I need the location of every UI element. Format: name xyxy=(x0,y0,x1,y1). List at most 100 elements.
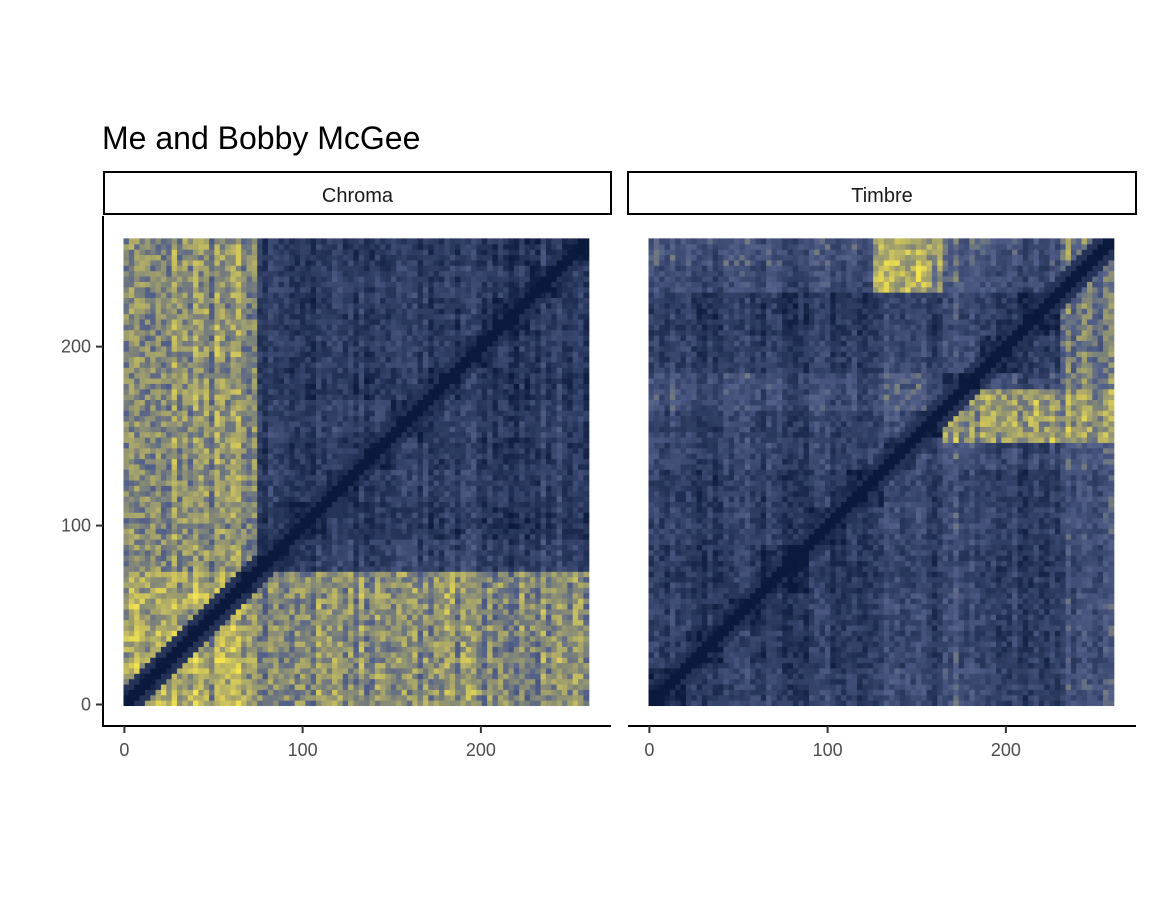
heatmap-cell xyxy=(246,544,253,551)
heatmap-cell xyxy=(476,404,483,411)
heatmap-cell xyxy=(299,667,306,674)
heatmap-cell xyxy=(374,549,381,556)
heatmap-cell xyxy=(503,694,510,701)
heatmap-cell xyxy=(524,560,531,567)
heatmap-cell xyxy=(128,469,135,476)
heatmap-cell xyxy=(519,506,526,513)
heatmap-cell xyxy=(374,673,381,680)
heatmap-cell xyxy=(358,587,365,594)
heatmap-cell xyxy=(561,533,568,540)
heatmap-cell xyxy=(294,522,301,529)
heatmap-cell xyxy=(444,603,451,610)
heatmap-cell xyxy=(241,694,248,701)
heatmap-cell xyxy=(412,512,419,519)
heatmap-cell xyxy=(385,490,392,497)
heatmap-cell xyxy=(481,662,488,669)
heatmap-cell xyxy=(321,420,328,427)
heatmap-cell xyxy=(171,619,178,626)
heatmap-cell xyxy=(428,469,435,476)
heatmap-cell xyxy=(193,576,199,583)
heatmap-cell xyxy=(198,463,205,470)
heatmap-cell xyxy=(321,522,328,529)
heatmap-cell xyxy=(246,587,253,594)
heatmap-cell xyxy=(321,410,328,417)
heatmap-cell xyxy=(150,630,157,637)
heatmap-cell xyxy=(417,689,424,696)
heatmap-cell xyxy=(492,517,499,524)
heatmap-cell xyxy=(257,619,264,626)
heatmap-cell xyxy=(326,437,333,443)
heatmap-cell xyxy=(299,410,306,417)
heatmap-cell xyxy=(128,501,135,508)
heatmap-cell xyxy=(225,657,232,664)
heatmap-cell xyxy=(556,667,563,674)
heatmap-cell xyxy=(176,662,183,669)
heatmap-cell xyxy=(487,549,494,556)
heatmap-cell xyxy=(401,469,408,476)
heatmap-cell xyxy=(278,517,285,524)
heatmap-cell xyxy=(465,544,472,551)
heatmap-cell xyxy=(412,399,419,406)
heatmap-cell xyxy=(214,598,221,605)
heatmap-cell xyxy=(246,635,253,642)
heatmap-cell xyxy=(358,479,365,486)
heatmap-cell xyxy=(209,490,216,497)
heatmap-cell xyxy=(529,501,536,508)
heatmap-cell xyxy=(438,431,445,438)
heatmap-cell xyxy=(417,490,424,497)
heatmap-cell xyxy=(262,469,269,476)
heatmap-cell xyxy=(422,453,429,460)
heatmap-cell xyxy=(497,420,504,427)
heatmap-cell xyxy=(524,474,531,481)
heatmap-cell xyxy=(578,673,584,680)
heatmap-cell xyxy=(438,587,445,594)
heatmap-cell xyxy=(572,517,579,524)
heatmap-cell xyxy=(412,657,419,664)
heatmap-cell xyxy=(150,700,157,707)
heatmap-cell xyxy=(139,420,146,427)
heatmap-cell xyxy=(326,581,333,588)
heatmap-cell xyxy=(123,555,130,562)
heatmap-cell xyxy=(374,458,381,465)
heatmap-cell xyxy=(342,420,349,427)
heatmap-cell xyxy=(310,501,317,508)
heatmap-cell xyxy=(449,598,456,605)
heatmap-cell xyxy=(235,624,242,631)
heatmap-cell xyxy=(364,641,371,647)
heatmap-cell xyxy=(401,694,408,701)
heatmap-cell xyxy=(316,420,322,427)
heatmap-cell xyxy=(150,404,157,411)
heatmap-cell xyxy=(176,571,183,578)
heatmap-cell xyxy=(267,426,274,433)
heatmap-cell xyxy=(267,442,274,449)
heatmap-cell xyxy=(545,581,552,588)
heatmap-cell xyxy=(401,528,408,535)
heatmap-cell xyxy=(310,549,317,556)
heatmap-cell xyxy=(160,571,167,578)
heatmap-cell xyxy=(401,431,408,438)
heatmap-cell xyxy=(123,528,130,535)
heatmap-cell xyxy=(417,598,424,605)
heatmap-cell xyxy=(203,437,210,443)
heatmap-cell xyxy=(209,587,216,594)
heatmap-cell xyxy=(182,624,189,631)
heatmap-cell xyxy=(326,533,333,540)
heatmap-cell xyxy=(278,479,285,486)
heatmap-cell xyxy=(230,549,237,556)
heatmap-cell xyxy=(444,485,451,492)
heatmap-cell xyxy=(305,469,312,476)
heatmap-cell xyxy=(171,673,178,680)
heatmap-cell xyxy=(438,673,445,680)
heatmap-cell xyxy=(422,539,429,545)
heatmap-cell xyxy=(578,442,584,449)
heatmap-cell xyxy=(182,560,189,567)
heatmap-cell xyxy=(251,603,258,610)
heatmap-cell xyxy=(283,528,290,535)
heatmap-cell xyxy=(465,608,472,615)
heatmap-cell xyxy=(187,581,194,588)
heatmap-cell xyxy=(535,533,542,540)
heatmap-cell xyxy=(267,630,274,637)
heatmap-cell xyxy=(417,415,424,422)
heatmap-cell xyxy=(353,560,360,567)
heatmap-cell xyxy=(487,657,494,664)
